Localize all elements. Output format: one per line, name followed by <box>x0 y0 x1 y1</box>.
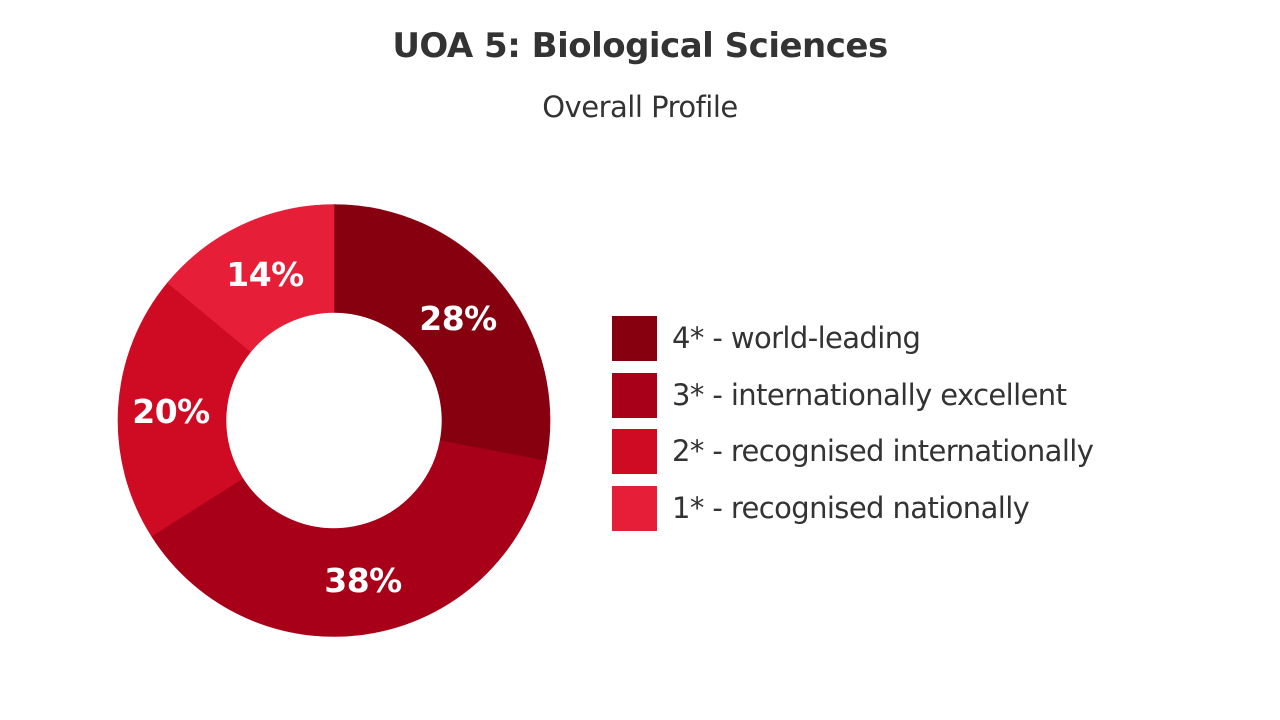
slice-label-1star: 14% <box>226 255 304 294</box>
legend-label-4star: 4* - world-leading <box>672 321 921 355</box>
legend-item-3star: 3* - internationally excellent <box>612 372 1093 418</box>
chart-subtitle: Overall Profile <box>542 90 738 124</box>
donut-slice-2star <box>117 282 252 537</box>
chart-title: UOA 5: Biological Sciences <box>392 26 888 66</box>
legend-swatch-2star <box>612 429 657 474</box>
legend-item-4star: 4* - world-leading <box>612 316 1093 361</box>
legend-item-1star: 1* - recognised nationally <box>612 485 1093 531</box>
chart-legend: 4* - world-leading 3* - internationally … <box>612 316 1094 542</box>
legend-swatch-1star <box>612 485 657 531</box>
legend-swatch-4star <box>612 316 657 361</box>
donut-slice-4star <box>333 204 551 462</box>
donut-slice-1star <box>167 204 335 353</box>
legend-label-1star: 1* - recognised nationally <box>672 490 1030 525</box>
legend-item-2star: 2* - recognised internationally <box>612 429 1094 474</box>
donut-labels: 28% 38% 20% 14% <box>132 255 497 600</box>
legend-label-3star: 3* - internationally excellent <box>672 377 1067 412</box>
donut-slices <box>117 204 551 637</box>
slice-label-4star: 28% <box>419 299 497 338</box>
slice-label-2star: 20% <box>132 392 210 431</box>
donut-slice-3star <box>151 440 547 637</box>
slice-label-3star: 38% <box>324 561 402 600</box>
legend-label-2star: 2* - recognised internationally <box>672 434 1094 468</box>
legend-swatch-3star <box>612 372 657 418</box>
